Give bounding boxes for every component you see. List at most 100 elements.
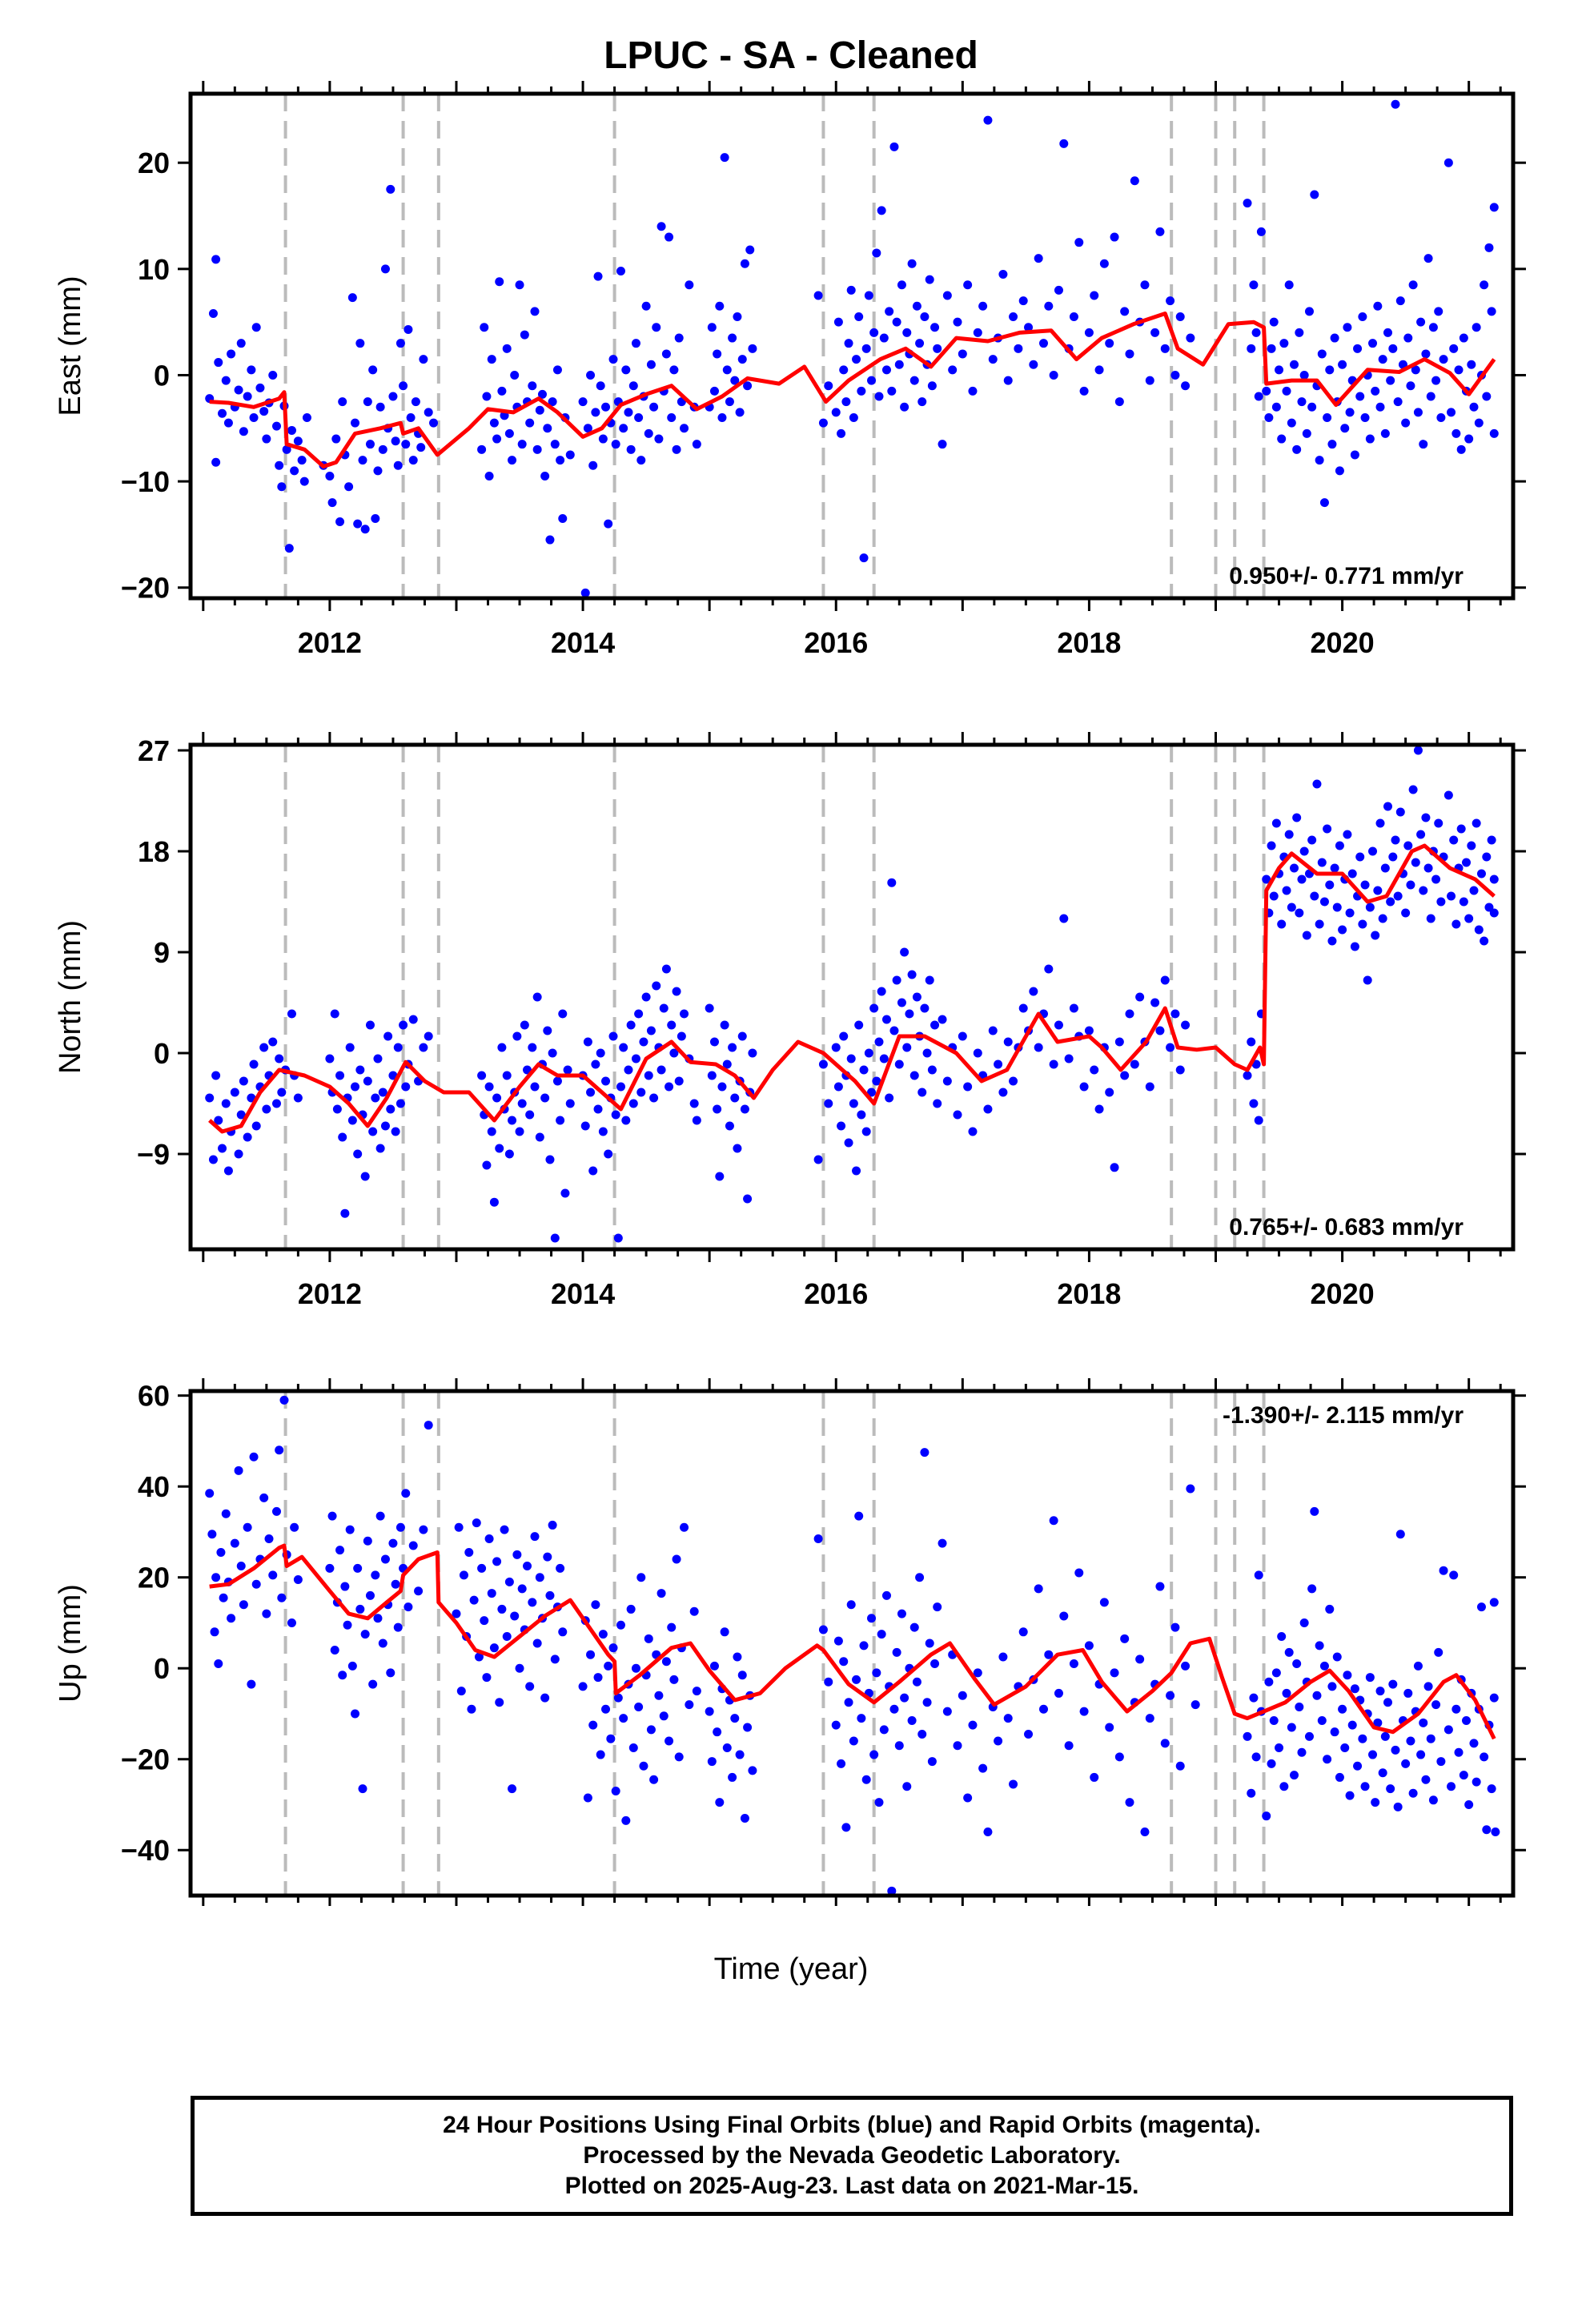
- east-data-point: [745, 245, 755, 255]
- up-data-point: [236, 1562, 246, 1571]
- north-data-point: [958, 1031, 967, 1041]
- up-data-point: [978, 1763, 988, 1773]
- east-data-point: [535, 405, 544, 415]
- up-data-point: [1395, 1530, 1405, 1539]
- up-data-point: [813, 1534, 823, 1543]
- east-data-point: [1395, 296, 1405, 306]
- up-data-point: [221, 1509, 231, 1518]
- north-data-point: [325, 1054, 335, 1063]
- up-data-point: [502, 1631, 512, 1641]
- north-data-point: [355, 1065, 365, 1075]
- east-data-point: [1009, 312, 1018, 322]
- north-data-point: [968, 1127, 978, 1136]
- north-data-point: [1175, 1065, 1185, 1075]
- footer-line-3: Plotted on 2025-Aug-23. Last data on 202…: [564, 2173, 1139, 2199]
- east-data-point: [591, 408, 600, 417]
- up-data-point: [1325, 1604, 1335, 1614]
- east-data-point: [1130, 176, 1139, 186]
- up-data-point: [1476, 1602, 1486, 1612]
- east-data-point: [661, 349, 671, 359]
- up-data-point: [1323, 1755, 1332, 1764]
- up-data-point: [1416, 1750, 1426, 1759]
- east-data-point: [1454, 365, 1464, 375]
- north-data-point: [1307, 835, 1317, 845]
- up-data-point: [210, 1627, 219, 1637]
- east-data-point: [824, 381, 833, 391]
- up-data-point: [1247, 1788, 1256, 1798]
- up-data-point: [1155, 1582, 1165, 1591]
- north-model-line: [208, 843, 1496, 1134]
- up-data-point: [968, 1720, 978, 1730]
- up-data-point: [1003, 1714, 1013, 1723]
- north-data-point: [813, 1155, 823, 1164]
- east-data-point: [411, 397, 420, 407]
- north-data-point: [1472, 818, 1481, 828]
- north-data-point: [230, 1088, 239, 1097]
- north-data-point: [907, 970, 917, 979]
- up-data-point: [535, 1573, 544, 1582]
- north-data-point: [728, 1043, 737, 1052]
- east-data-point: [299, 476, 309, 486]
- north-data-point: [601, 1076, 611, 1086]
- up-data-point: [900, 1693, 909, 1703]
- east-data-point: [1340, 424, 1350, 433]
- east-data-point: [284, 544, 294, 553]
- north-data-point: [580, 1121, 590, 1131]
- north-data-point: [1358, 919, 1367, 929]
- north-data-point: [1459, 897, 1468, 907]
- north-data-point: [1383, 802, 1392, 811]
- up-data-point: [707, 1757, 717, 1767]
- east-data-point: [1343, 323, 1352, 332]
- up-data-point: [1423, 1682, 1433, 1691]
- up-data-point: [1373, 1718, 1383, 1727]
- up-data-point: [1181, 1661, 1191, 1671]
- north-data-point: [345, 1043, 355, 1052]
- east-data-point: [1403, 333, 1413, 343]
- up-data-point: [1315, 1641, 1324, 1651]
- north-data-point: [1363, 975, 1372, 985]
- north-data-point: [1034, 1043, 1043, 1052]
- up-data-point: [1295, 1702, 1304, 1711]
- north-data-point: [1064, 1054, 1074, 1063]
- up-data-point: [1262, 1811, 1271, 1821]
- north-data-point: [680, 1009, 689, 1019]
- up-data-point: [639, 1761, 648, 1771]
- east-data-point: [1251, 328, 1261, 337]
- east-data-point: [1416, 317, 1426, 327]
- up-data-point: [930, 1659, 940, 1669]
- north-data-point: [504, 1149, 514, 1159]
- east-data-point: [1434, 307, 1443, 316]
- north-data-point: [1489, 875, 1499, 884]
- north-data-point: [1079, 1082, 1089, 1092]
- east-data-point: [520, 330, 529, 340]
- up-data-point: [674, 1752, 684, 1762]
- up-data-point: [1368, 1750, 1378, 1759]
- up-data-point: [480, 1616, 489, 1626]
- east-data-point: [1292, 444, 1302, 454]
- east-data-point: [424, 408, 433, 417]
- up-data-point: [619, 1714, 628, 1723]
- north-data-point: [852, 1166, 861, 1176]
- up-data-point: [588, 1720, 598, 1730]
- north-data-point: [1419, 886, 1428, 895]
- up-data-point: [667, 1622, 677, 1632]
- north-data-point: [1125, 1009, 1134, 1019]
- north-data-point: [831, 1043, 841, 1052]
- up-data-point: [1140, 1827, 1150, 1837]
- north-data-point: [287, 1009, 296, 1019]
- north-data-point: [1467, 841, 1476, 850]
- east-data-point: [1279, 339, 1289, 348]
- east-data-point: [495, 277, 504, 287]
- up-data-point: [872, 1668, 881, 1678]
- up-data-point: [1074, 1568, 1084, 1578]
- north-data-point: [545, 1155, 555, 1164]
- east-data-point: [1155, 227, 1165, 236]
- up-data-point: [1401, 1759, 1411, 1768]
- east-data-point: [958, 349, 967, 359]
- north-data-point: [583, 1037, 592, 1047]
- north-data-point: [641, 992, 651, 1002]
- east-data-point: [1282, 386, 1291, 396]
- east-data-point: [429, 418, 439, 428]
- east-data-point: [621, 365, 631, 375]
- north-data-point: [1271, 818, 1281, 828]
